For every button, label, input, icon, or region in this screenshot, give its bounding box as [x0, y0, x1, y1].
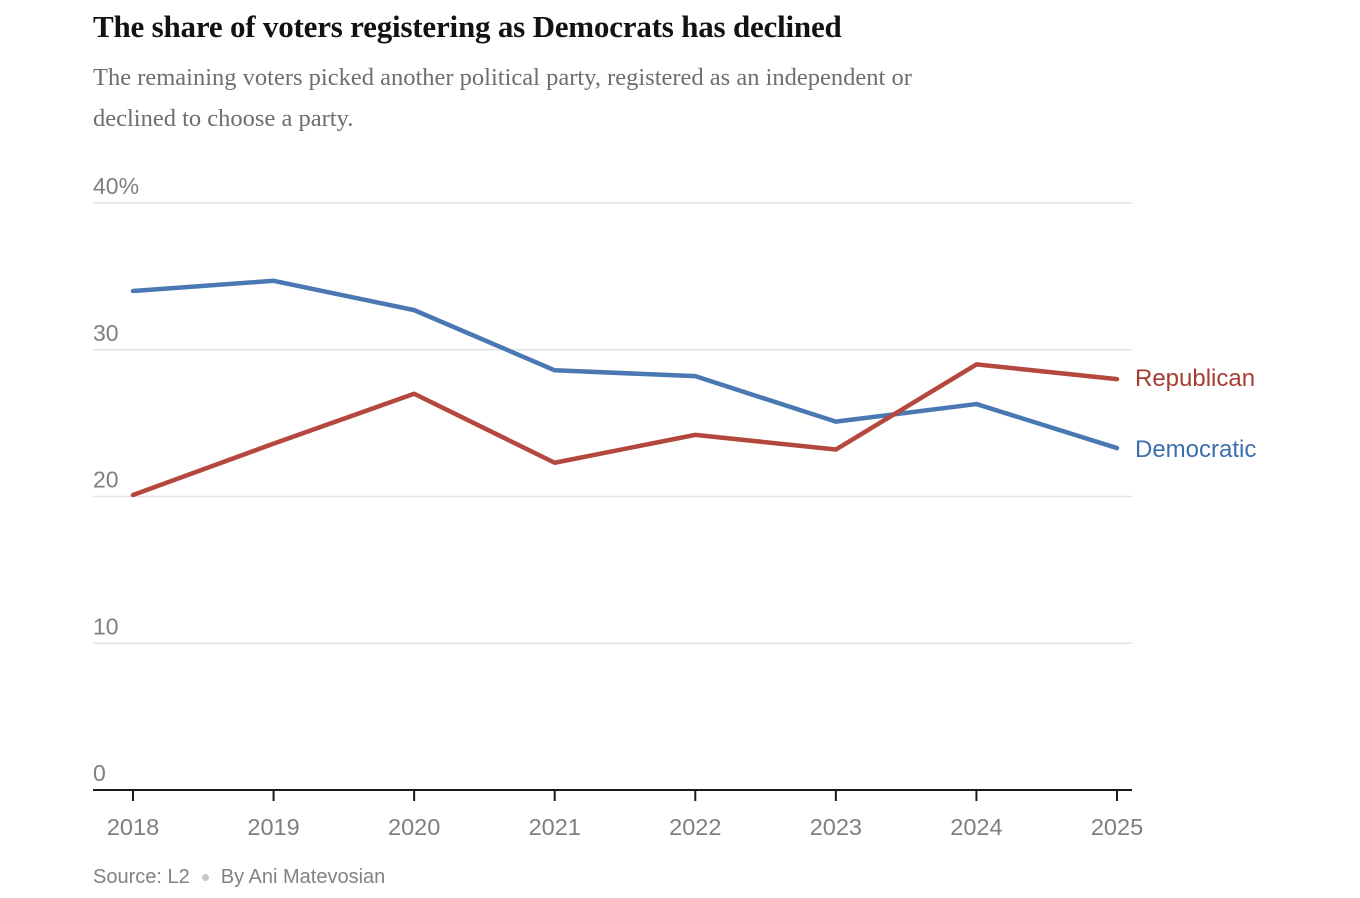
chart-subtitle-line-2: declined to choose a party. [93, 105, 354, 132]
source-row: Source: L2 By Ani Matevosian [93, 866, 385, 889]
x-tick-label: 2023 [810, 814, 862, 840]
x-tick-label: 2018 [107, 814, 159, 840]
x-tick-label: 2019 [247, 814, 299, 840]
chart-subtitle: The remaining voters picked another poli… [93, 57, 1253, 139]
y-tick-label: 0 [93, 760, 106, 786]
x-tick-label: 2024 [950, 814, 1002, 840]
series-line-republican [130, 362, 1120, 498]
x-tick-label: 2025 [1091, 814, 1143, 840]
chart-title: The share of voters registering as Democ… [93, 9, 842, 44]
bullet-separator-icon [201, 874, 209, 881]
x-tick-label: 2021 [529, 814, 581, 840]
y-tick-label: 10 [93, 613, 119, 639]
y-tick-label: 40% [93, 173, 139, 199]
x-tick-label: 2020 [388, 814, 440, 840]
legend-label-republican: Republican [1135, 365, 1256, 392]
y-tick-label: 20 [93, 467, 119, 493]
byline-label: By Ani Matevosian [220, 866, 386, 888]
x-tick-label: 2022 [669, 814, 721, 840]
y-tick-label: 30 [93, 320, 119, 346]
series-line-democratic [130, 278, 1120, 451]
legend-label-democratic: Democratic [1135, 436, 1257, 463]
source-label: Source: L2 [93, 866, 190, 888]
chart-subtitle-line-1: The remaining voters picked another poli… [93, 64, 912, 91]
